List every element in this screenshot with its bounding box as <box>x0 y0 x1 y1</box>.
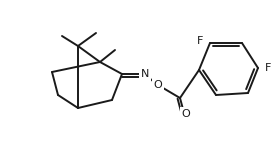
Text: F: F <box>197 36 203 46</box>
Text: F: F <box>265 63 271 73</box>
Text: O: O <box>182 109 190 119</box>
Text: N: N <box>141 69 149 79</box>
Text: O: O <box>154 80 162 90</box>
